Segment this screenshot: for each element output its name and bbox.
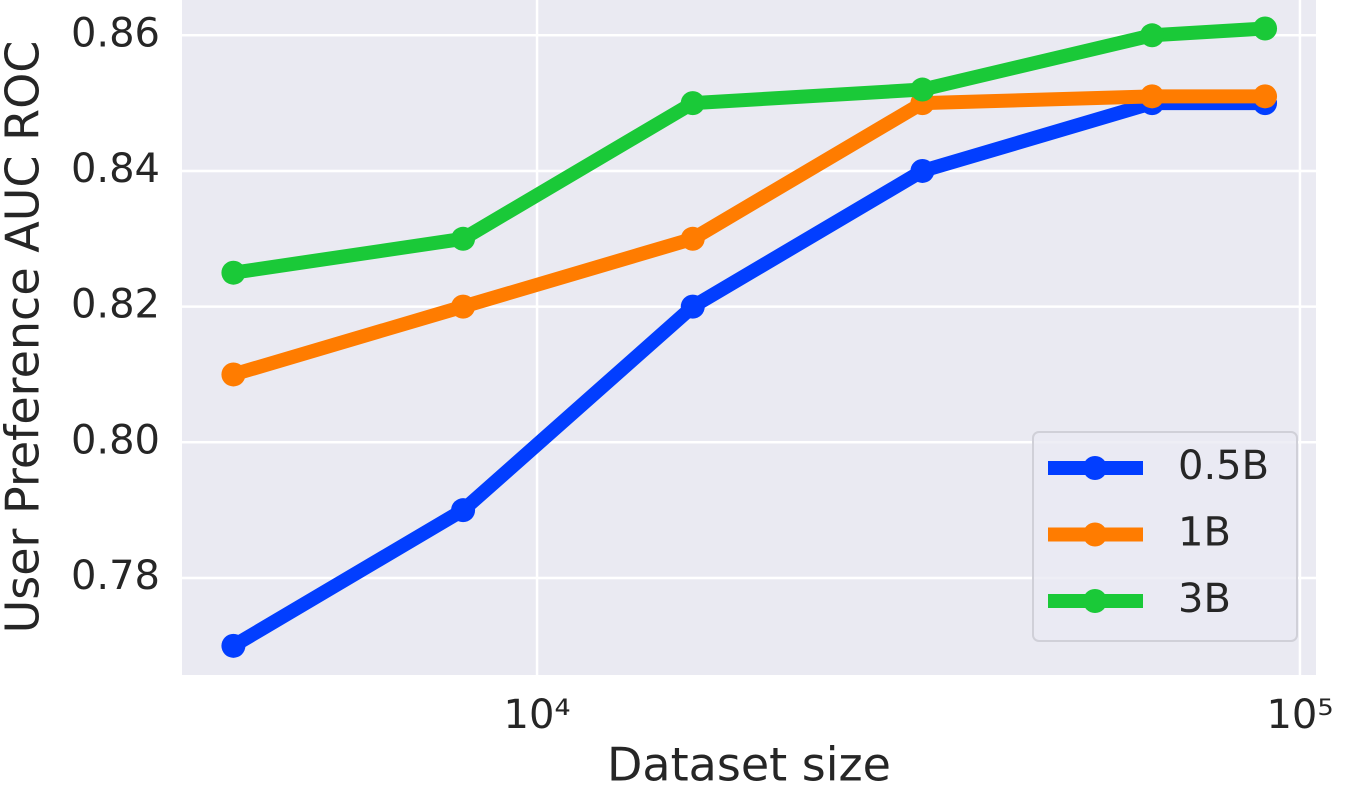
point (910, 77, 935, 102)
y-tick-label: 0.78 (71, 553, 160, 599)
point (221, 633, 246, 658)
y-tick-label: 0.82 (71, 282, 160, 328)
legend-marker (1083, 456, 1107, 480)
x-tick-label: 10⁴ (504, 692, 571, 738)
legend-label: 3B (1178, 576, 1231, 622)
legend-box (1032, 431, 1298, 642)
legend-marker (1083, 522, 1107, 547)
point (680, 91, 705, 116)
y-tick-label: 0.80 (71, 417, 160, 463)
line-series (232, 21, 1266, 280)
point (451, 226, 476, 251)
x-axis-label: Dataset size (607, 738, 891, 789)
x-tick-label: 10⁵ (1266, 692, 1333, 738)
line-series (231, 89, 1266, 382)
point (1140, 23, 1165, 48)
point (910, 158, 935, 183)
point (1253, 84, 1278, 109)
point (221, 260, 246, 285)
y-tick-label: 0.84 (71, 146, 160, 192)
y-tick-label: 0.86 (71, 10, 160, 56)
point (451, 294, 476, 319)
y-axis-label: User Preference AUC ROC (0, 41, 50, 634)
point (1253, 16, 1278, 41)
lines (221, 16, 1278, 658)
point (451, 498, 476, 523)
legend-label: 1B (1178, 510, 1231, 556)
point (221, 362, 246, 387)
legend-marker (1083, 589, 1107, 613)
legend: 0.5B 1B 3B (1032, 431, 1298, 642)
point (680, 294, 705, 319)
legend-label: 0.5B (1178, 443, 1269, 489)
grid (182, 0, 1316, 675)
point (680, 226, 705, 251)
point (1140, 84, 1165, 109)
